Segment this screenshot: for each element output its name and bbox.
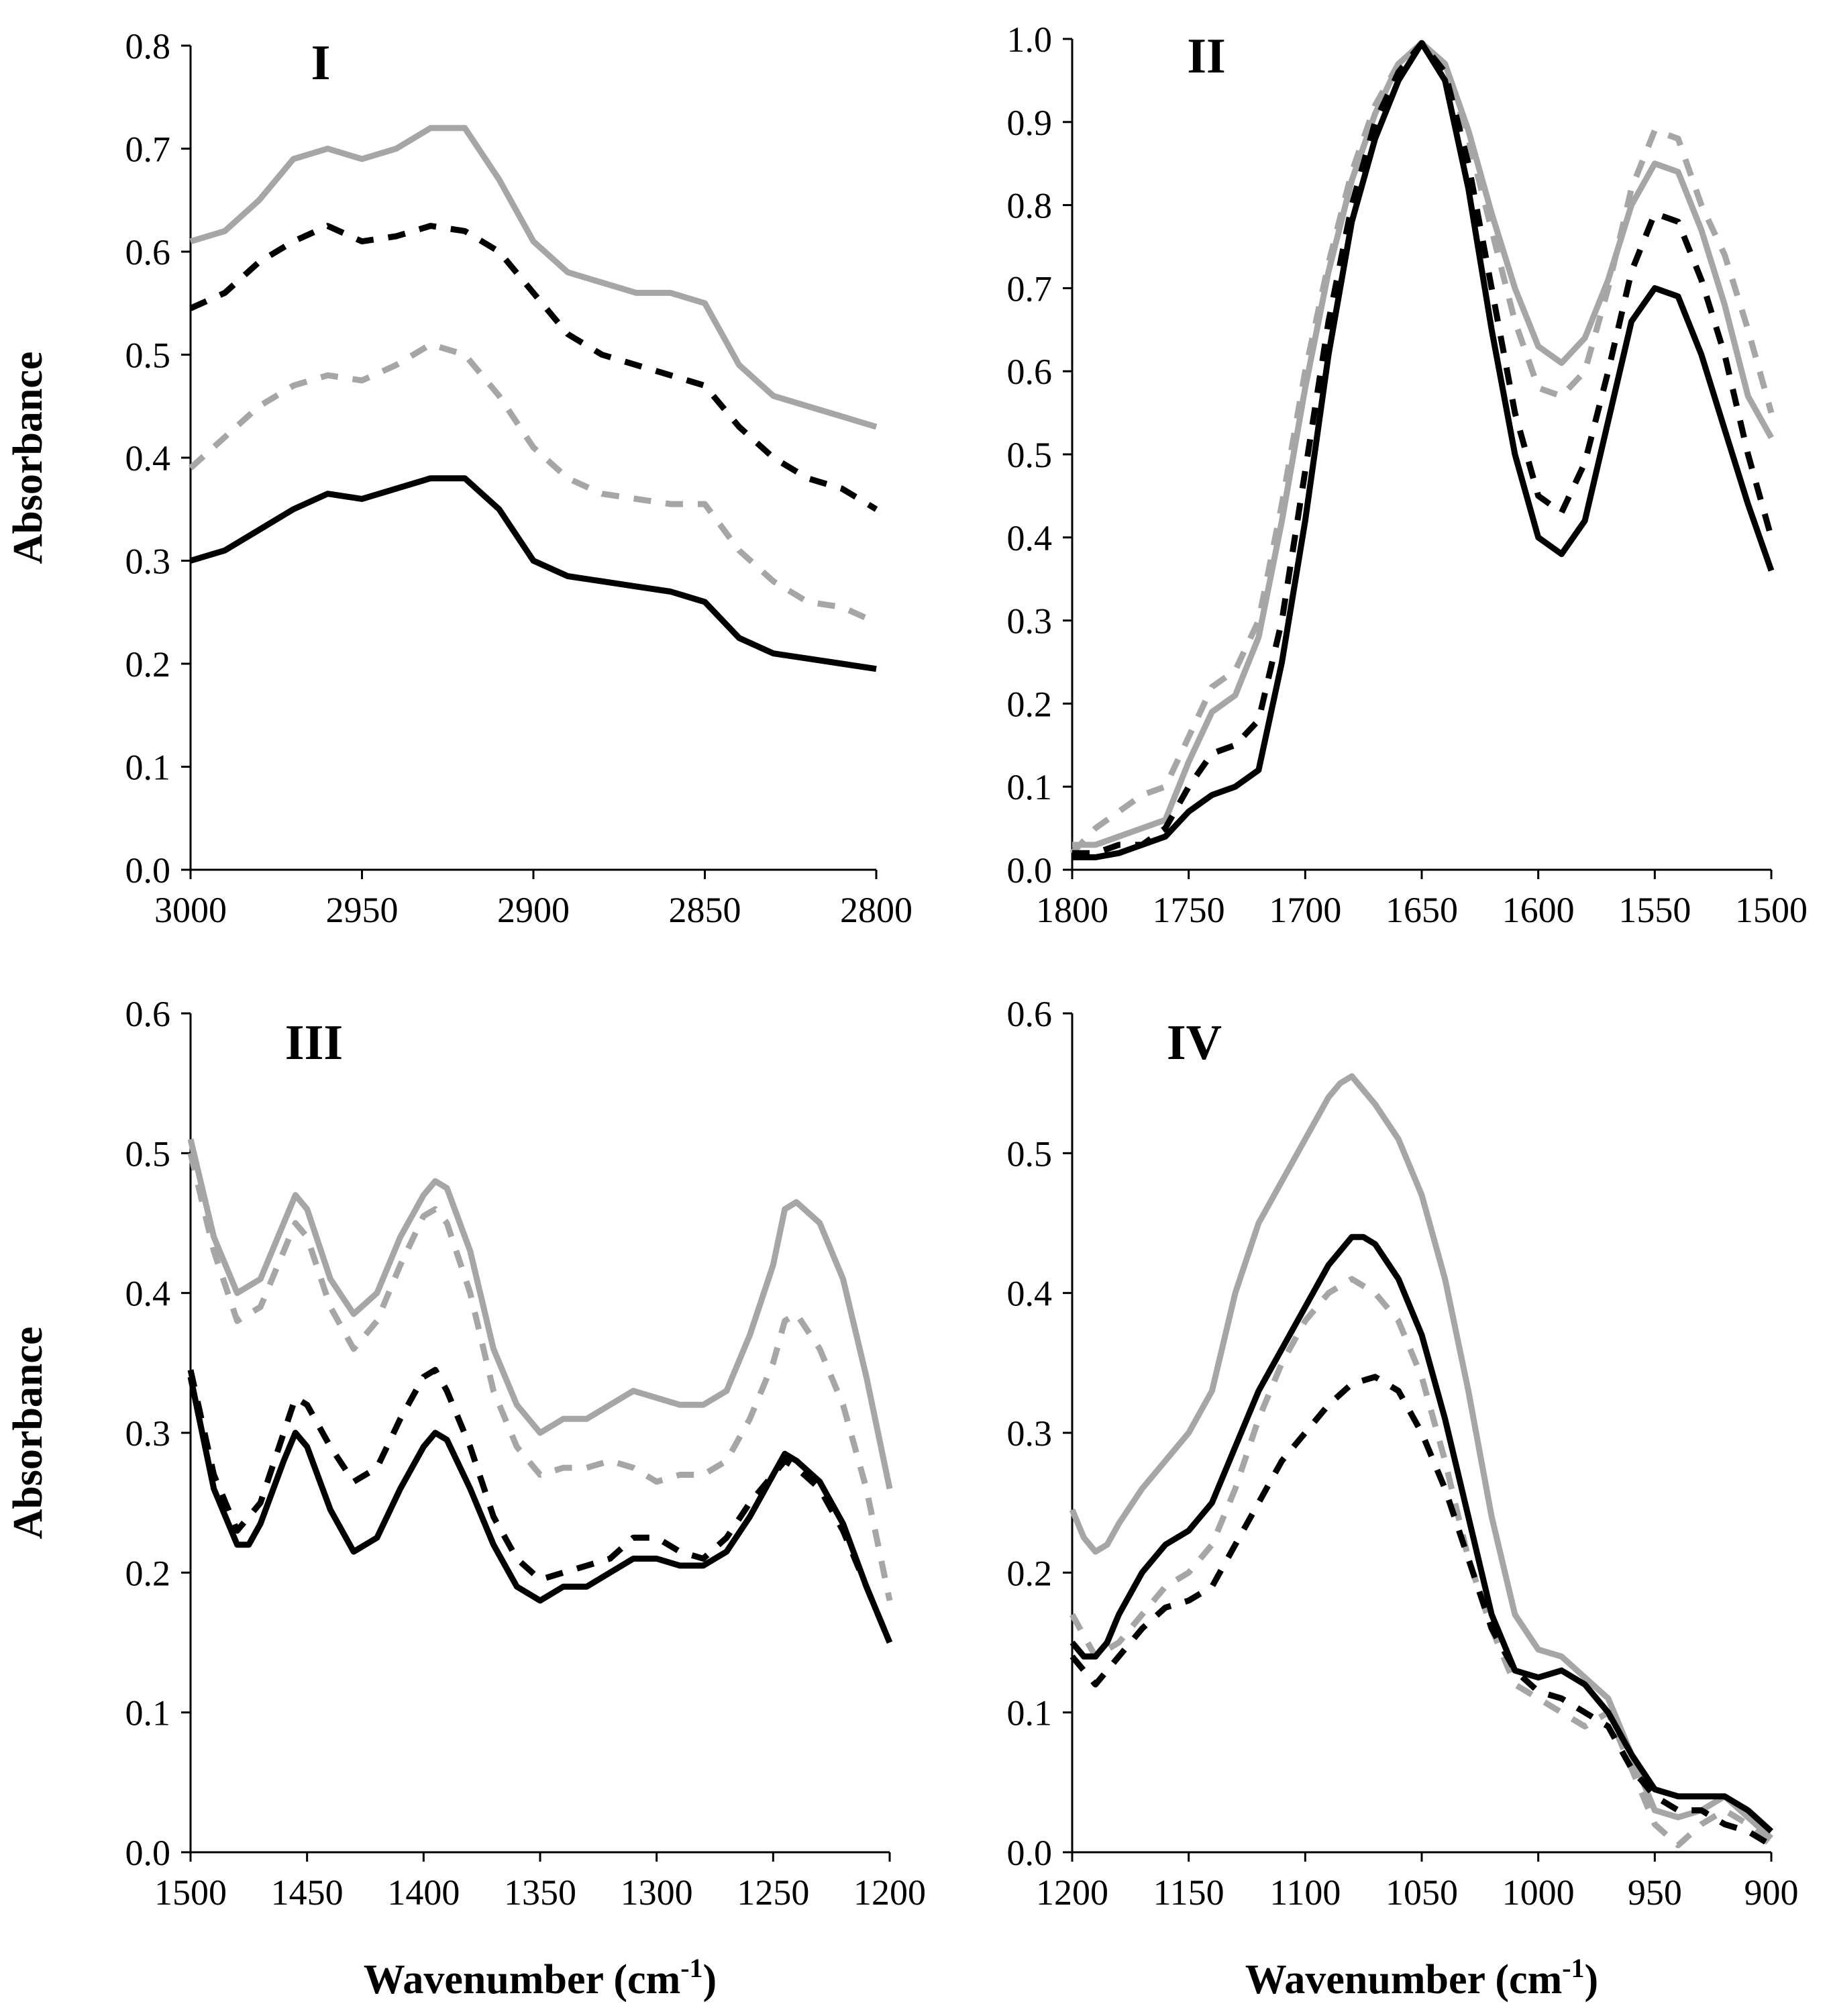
x-axis-title-end: ): [1585, 1957, 1599, 2003]
y-tick-label: 0.3: [125, 1413, 171, 1454]
series-line-black-solid: [189, 475, 877, 672]
y-tick-label: 0.2: [1007, 684, 1053, 724]
y-tick-label: 0.1: [125, 1693, 171, 1733]
x-tick-label: 1200: [1036, 1872, 1108, 1913]
x-tick-label: 3000: [154, 890, 227, 930]
y-tick-label: 0.6: [1007, 994, 1053, 1034]
series-line-gray-solid: [189, 125, 878, 430]
x-tick-label: 1450: [271, 1872, 344, 1913]
x-tick-label: 2850: [669, 890, 741, 930]
y-tick-label: 0.4: [1007, 518, 1053, 558]
y-tick-label: 0.0: [125, 1833, 171, 1873]
series-line-gray-solid: [1069, 1073, 1774, 1841]
y-tick-label: 0.7: [125, 130, 171, 170]
x-tick-label: 2800: [840, 890, 912, 930]
y-tick-label: 0.8: [125, 26, 171, 66]
x-tick-label: 2950: [326, 890, 399, 930]
y-tick-label: 0.3: [1007, 601, 1053, 642]
y-tick-label: 0.6: [1007, 352, 1053, 392]
x-tick-label: 1700: [1269, 890, 1341, 930]
chart-panel-I: 0.0 0.1 0.2 0.3 0.4 0.5 0.6 0.7 0.8 3000 2950 2900 2…: [5, 26, 912, 930]
x-tick-label: 900: [1744, 1872, 1799, 1913]
x-tick-label: 1150: [1153, 1872, 1224, 1913]
series-line-black-solid: [187, 1376, 893, 1644]
x-tick-label: 1500: [154, 1872, 227, 1913]
y-tick-label: 0.1: [125, 748, 171, 788]
x-tick-label: 1500: [1735, 890, 1808, 930]
y-tick-label: 0.2: [125, 644, 171, 685]
series-line-black-dashed: [1069, 1374, 1773, 1848]
x-axis-title-main: Wavenumber (cm: [364, 1957, 680, 2003]
y-tick-label: 0.5: [125, 336, 171, 376]
series-line-gray-dashed: [188, 341, 878, 625]
chart-panel-II: 0.0 0.1 0.2 0.3 0.4 0.5 0.6 0.7 0.8 0.9 1.0 1800 175…: [1007, 19, 1808, 930]
y-tick-label: 0.9: [1007, 103, 1053, 143]
series-line-gray-solid: [1072, 40, 1774, 848]
series-line-gray-dashed: [187, 1152, 893, 1601]
y-tick-label: 0.5: [125, 1133, 171, 1174]
chart-panel-IV: 0.0 0.1 0.2 0.3 0.4 0.5 0.6 1200 1150 1100 1050 100…: [1007, 994, 1799, 2003]
x-axis-title-main: Wavenumber (cm: [1245, 1957, 1562, 2003]
x-tick-label: 1100: [1269, 1872, 1341, 1913]
y-tick-label: 0.1: [1007, 1693, 1053, 1733]
y-tick-label: 0.0: [1007, 850, 1053, 891]
y-tick-label: 0.4: [125, 438, 171, 478]
x-tick-label: 1400: [387, 1872, 460, 1913]
x-tick-label: 1050: [1386, 1872, 1458, 1913]
panel-label: I: [311, 36, 331, 91]
y-axis-title: Absorbance: [5, 1327, 51, 1540]
x-tick-label: 1000: [1502, 1872, 1575, 1913]
x-tick-label: 1300: [621, 1872, 693, 1913]
x-tick-label: 1550: [1618, 890, 1691, 930]
y-tick-label: 0.3: [1007, 1413, 1053, 1454]
y-tick-label: 0.6: [125, 994, 171, 1034]
series-line-black-dashed: [189, 223, 878, 512]
panel-label: IV: [1167, 1015, 1222, 1070]
y-tick-label: 0.6: [125, 232, 171, 272]
y-tick-label: 0.0: [125, 850, 171, 891]
y-tick-label: 0.5: [1007, 1133, 1053, 1174]
x-tick-label: 1350: [504, 1872, 576, 1913]
x-tick-label: 1600: [1502, 890, 1575, 930]
x-tick-label: 1650: [1386, 890, 1458, 930]
y-tick-label: 0.7: [1007, 268, 1053, 309]
panel-label: II: [1187, 29, 1226, 84]
y-tick-label: 0.3: [125, 542, 171, 582]
series-line-black-solid: [1072, 40, 1775, 860]
y-tick-label: 0.5: [1007, 435, 1053, 475]
series-line-gray-solid: [187, 1138, 893, 1490]
y-axis-title: Absorbance: [5, 352, 51, 564]
x-tick-label: 1750: [1153, 890, 1225, 930]
series-line-gray-dashed: [1069, 1276, 1774, 1849]
x-tick-label: 1250: [737, 1872, 809, 1913]
x-tick-label: 2900: [497, 890, 570, 930]
x-tick-label: 950: [1628, 1872, 1682, 1913]
y-tick-label: 1.0: [1007, 19, 1053, 60]
panel-label: III: [285, 1015, 343, 1070]
y-tick-label: 0.0: [1007, 1833, 1053, 1873]
x-axis-title-superscript: -1: [1562, 1953, 1584, 1983]
chart-panel-III: 0.0 0.1 0.2 0.3 0.4 0.5 0.6 1500 1450 1400 1350 130…: [5, 994, 926, 2003]
y-tick-label: 0.4: [125, 1274, 171, 1314]
y-tick-label: 0.8: [1007, 186, 1053, 226]
y-tick-label: 0.1: [1007, 767, 1053, 807]
y-tick-label: 0.2: [1007, 1553, 1053, 1593]
y-tick-label: 0.2: [125, 1553, 171, 1593]
x-axis-title-end: ): [703, 1957, 717, 2003]
x-tick-label: 1200: [853, 1872, 926, 1913]
series-line-black-solid: [1069, 1233, 1774, 1834]
x-axis-title: Wavenumber (cm-1): [1245, 1953, 1598, 2003]
x-tick-label: 1800: [1036, 890, 1108, 930]
x-axis-title-superscript: -1: [680, 1953, 702, 1983]
x-axis-title: Wavenumber (cm-1): [364, 1953, 717, 2003]
y-tick-label: 0.4: [1007, 1274, 1053, 1314]
